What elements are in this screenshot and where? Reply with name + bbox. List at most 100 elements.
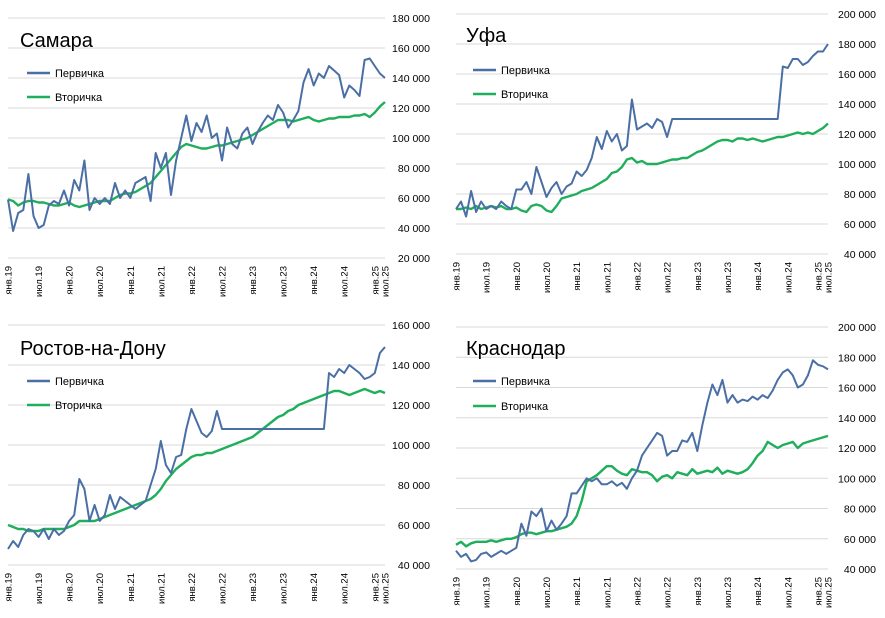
chart-title: Самара xyxy=(20,30,94,52)
y-tick-label: 160 000 xyxy=(838,383,876,395)
y-tick-label: 40 000 xyxy=(398,223,430,235)
legend-label-secondary: Вторичка xyxy=(55,400,103,412)
x-tick-label: июл.21 xyxy=(602,577,613,608)
x-tick-label: июл.22 xyxy=(663,577,674,608)
x-tick-label: янв.25 xyxy=(813,577,824,606)
x-tick-label: янв.20 xyxy=(512,577,523,606)
legend-label-secondary: Вторичка xyxy=(55,92,103,104)
legend-label-primary: Первичка xyxy=(501,65,551,77)
x-tick-label: янв.24 xyxy=(309,573,320,602)
y-tick-label: 160 000 xyxy=(392,43,430,55)
y-tick-label: 120 000 xyxy=(838,443,876,455)
y-tick-label: 120 000 xyxy=(838,129,876,141)
series-line-secondary xyxy=(455,434,829,548)
x-tick-label: янв.19 xyxy=(452,577,463,606)
x-tick-label: янв.24 xyxy=(753,577,764,606)
y-tick-label: 60 000 xyxy=(398,520,430,532)
x-tick-label: июл.21 xyxy=(602,262,613,293)
x-tick-label: янв.23 xyxy=(693,577,704,606)
y-tick-label: 140 000 xyxy=(392,360,430,372)
chart-ufa-svg: 40 000 60 000 80 000 100 000 120 000 140 000 1… xyxy=(452,9,877,293)
legend-label-primary: Первичка xyxy=(55,68,105,80)
y-tick-label: 40 000 xyxy=(844,564,876,576)
x-tick-label: янв.23 xyxy=(248,266,259,295)
x-tick-label: июл.23 xyxy=(723,262,734,293)
y-tick-label: 100 000 xyxy=(838,473,876,485)
y-tick-label: 100 000 xyxy=(392,440,430,452)
x-tick-label: янв.21 xyxy=(572,262,583,291)
x-tick-label: июл.20 xyxy=(95,266,106,297)
x-tick-label: янв.24 xyxy=(753,262,764,291)
x-tick-label: янв.21 xyxy=(126,266,137,295)
x-tick-label: июл.23 xyxy=(723,577,734,608)
chart-title: Краснодар xyxy=(466,338,566,360)
y-tick-label: 180 000 xyxy=(392,13,430,25)
x-tick-label: июл.20 xyxy=(542,577,553,608)
x-tick-label: янв.20 xyxy=(65,573,76,602)
y-tick-label: 100 000 xyxy=(392,133,430,145)
y-tick-label: 60 000 xyxy=(844,219,876,231)
x-tick-label: июл.19 xyxy=(34,266,45,297)
chart-ufa: 40 000 60 000 80 000 100 000 120 000 140 000 1… xyxy=(446,0,885,309)
y-tick-label: 180 000 xyxy=(838,352,876,364)
x-tick-label: янв.24 xyxy=(309,266,320,295)
x-tick-label: июл.24 xyxy=(783,577,794,608)
chart-samara: 20 000 40 000 60 000 80 000 100 000 120 000 14… xyxy=(0,0,440,309)
y-tick-label: 60 000 xyxy=(398,193,430,205)
y-tick-label: 140 000 xyxy=(838,99,876,111)
y-tick-label: 20 000 xyxy=(398,253,430,265)
y-tick-label: 100 000 xyxy=(838,159,876,171)
y-tick-label: 140 000 xyxy=(838,413,876,425)
legend-label-secondary: Вторичка xyxy=(501,401,549,413)
chart-krasnodar-svg: 40 000 60 000 80 000 100 000 120 000 140 000 1… xyxy=(452,322,877,608)
y-tick-label: 120 000 xyxy=(392,400,430,412)
y-tick-label: 120 000 xyxy=(392,103,430,115)
x-tick-label: июл.25 xyxy=(381,573,392,604)
x-tick-label: июл.20 xyxy=(542,262,553,293)
x-tick-label: янв.19 xyxy=(4,266,15,295)
x-tick-label: июл.20 xyxy=(95,573,106,604)
chart-title: Ростов-на-Дону xyxy=(20,338,166,360)
x-tick-label: янв.22 xyxy=(632,577,643,606)
y-tick-label: 160 000 xyxy=(838,69,876,81)
x-tick-label: янв.19 xyxy=(452,262,463,291)
x-tick-label: июл.21 xyxy=(156,573,167,604)
x-tick-label: июл.19 xyxy=(482,262,493,293)
series-line-secondary xyxy=(456,122,829,214)
y-tick-label: 40 000 xyxy=(844,249,876,261)
chart-title: Уфа xyxy=(466,25,507,47)
x-tick-label: июл.23 xyxy=(279,573,290,604)
x-tick-label: июл.25 xyxy=(824,577,835,608)
x-tick-label: июл.25 xyxy=(381,266,392,297)
y-tick-label: 200 000 xyxy=(838,9,876,21)
x-tick-label: июл.24 xyxy=(783,262,794,293)
y-tick-label: 80 000 xyxy=(844,189,876,201)
series-line-primary xyxy=(7,346,386,550)
x-tick-label: янв.23 xyxy=(693,262,704,291)
chart-samara-svg: 20 000 40 000 60 000 80 000 100 000 120 000 14… xyxy=(4,13,431,297)
x-tick-label: янв.25 xyxy=(370,266,381,295)
x-tick-label: июл.19 xyxy=(482,577,493,608)
x-tick-label: июл.25 xyxy=(824,262,835,293)
x-tick-label: янв.22 xyxy=(187,266,198,295)
series-line-secondary xyxy=(7,101,386,209)
x-tick-label: июл.22 xyxy=(217,266,228,297)
y-tick-label: 40 000 xyxy=(398,560,430,572)
x-tick-label: янв.22 xyxy=(632,262,643,291)
x-tick-label: июл.19 xyxy=(34,573,45,604)
x-tick-label: янв.20 xyxy=(512,262,523,291)
x-tick-label: июл.21 xyxy=(156,266,167,297)
x-tick-label: янв.21 xyxy=(572,577,583,606)
x-tick-label: янв.25 xyxy=(813,262,824,291)
y-tick-label: 140 000 xyxy=(392,73,430,85)
series-line-secondary xyxy=(7,387,386,533)
series-line-primary xyxy=(455,359,829,563)
x-tick-label: июл.23 xyxy=(279,266,290,297)
legend-label-primary: Первичка xyxy=(501,376,551,388)
x-tick-label: янв.21 xyxy=(126,573,137,602)
legend-label-primary: Первичка xyxy=(55,376,105,388)
y-tick-label: 160 000 xyxy=(392,320,430,332)
x-tick-label: янв.22 xyxy=(187,573,198,602)
x-tick-label: янв.20 xyxy=(65,266,76,295)
y-tick-label: 180 000 xyxy=(838,39,876,51)
